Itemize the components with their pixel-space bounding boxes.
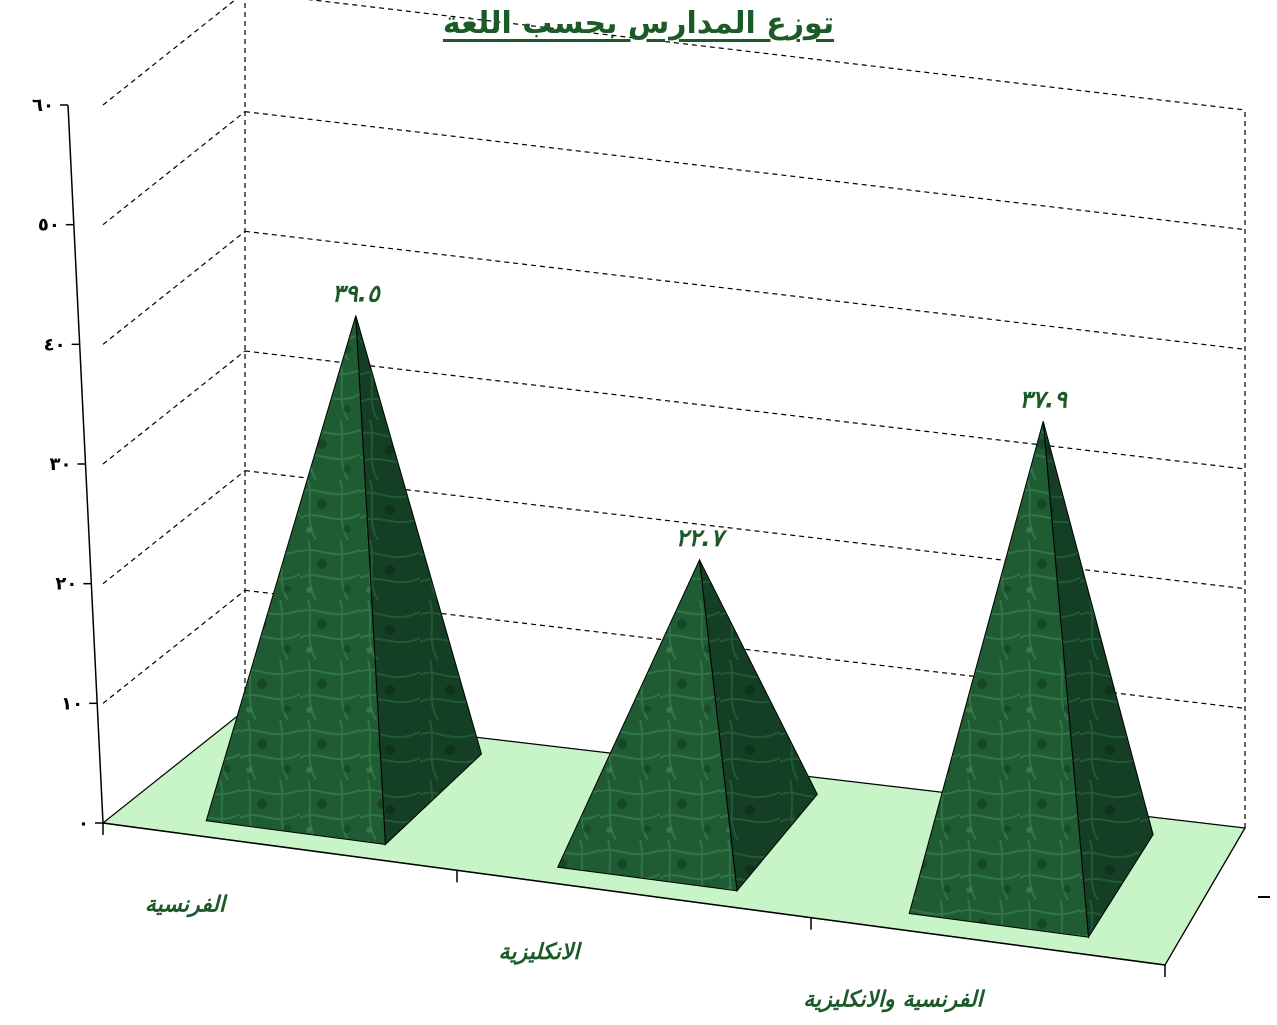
- side-gridline: [102, 470, 246, 585]
- chart-title: توزع المدارس بحسب اللغة: [442, 6, 835, 41]
- side-gridline: [102, 0, 236, 106]
- pyramid-front-face: [205, 315, 386, 846]
- pyramid-bar: [556, 558, 818, 893]
- back-gridline: [244, 230, 1246, 350]
- y-tick-label: ٢٠: [55, 574, 77, 595]
- data-label: ٣٩.٥: [332, 279, 381, 307]
- x-axis-line: [102, 822, 1166, 966]
- x-tick-label: الفرنسية والانكليزية: [803, 987, 985, 1012]
- pyramid-front-face: [908, 421, 1090, 938]
- x-tick-label: الانكليزية: [499, 940, 583, 965]
- back-gridline: [307, 0, 1246, 111]
- pyramid-bar: [205, 315, 483, 846]
- y-tick-label: ١٠: [61, 693, 83, 714]
- y-tick-label: ٠: [78, 813, 89, 834]
- side-gridline: [102, 230, 246, 345]
- data-label: ٣٧.٩: [1019, 385, 1068, 413]
- side-gridline: [102, 111, 246, 226]
- pyramid-front-face: [556, 558, 738, 892]
- back-gridline: [244, 111, 1246, 231]
- side-gridline: [102, 589, 246, 704]
- y-tick-label: ٣٠: [50, 454, 72, 475]
- x-tick-label: الفرنسية: [145, 893, 228, 918]
- side-gridline: [102, 350, 246, 465]
- back-gridline: [244, 350, 1246, 470]
- data-label: ٢٢.٧: [676, 524, 728, 552]
- y-tick-label: ٦٠: [32, 95, 54, 116]
- floor-right-edge: [1164, 827, 1246, 966]
- y-tick-label: ٥٠: [38, 215, 60, 236]
- y-tick-label: ٤٠: [44, 334, 66, 355]
- pyramid-bar: [908, 421, 1154, 939]
